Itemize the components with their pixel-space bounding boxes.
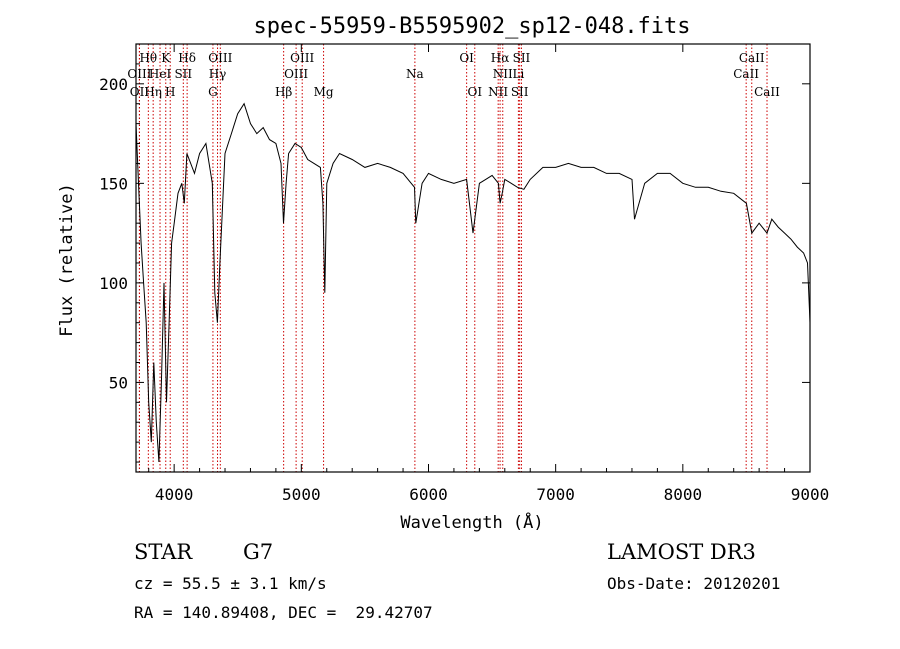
- line-markers: [138, 44, 768, 472]
- line-marker-label-15: Mg: [314, 85, 334, 99]
- y-tick-label-1: 100: [99, 274, 128, 293]
- y-tick-label-2: 150: [99, 174, 128, 193]
- line-marker-label-0: OII: [130, 85, 150, 99]
- x-axis-label: Wavelength (Å): [400, 511, 543, 533]
- y-axis-ticks: 50 100 150 200: [99, 63, 810, 463]
- line-marker-label-24: SII: [511, 85, 529, 99]
- line-marker-label-3: Hη: [144, 85, 162, 99]
- line-marker-label-18: OI: [467, 85, 482, 99]
- line-marker-label-10: Hγ: [209, 67, 227, 81]
- line-marker-label-26: CaII: [733, 67, 759, 81]
- spectrum-line: [135, 102, 811, 463]
- cz-line: cz = 55.5 ± 3.1 km/s: [134, 574, 327, 593]
- line-marker-label-4: HeI: [149, 67, 172, 81]
- x-tick-label-4: 8000: [664, 485, 703, 504]
- chart-title: spec-55959-B5595902_sp12-048.fits: [253, 14, 690, 39]
- line-marker-label-1: OIII: [127, 67, 151, 81]
- y-tick-label-0: 50: [109, 373, 128, 392]
- line-marker-label-17: OI: [459, 51, 474, 65]
- line-marker-label-19: Hα: [491, 51, 510, 65]
- line-marker-label-9: OIII: [208, 51, 232, 65]
- line-marker-label-25: CaII: [739, 51, 765, 65]
- line-marker-label-13: OIII: [290, 51, 314, 65]
- line-marker-label-22: SII: [513, 51, 531, 65]
- line-marker-label-16: Na: [406, 67, 424, 81]
- x-axis-ticks: 4000 5000 6000 7000 8000 9000: [148, 44, 830, 504]
- x-tick-label-0: 4000: [155, 485, 194, 504]
- line-marker-label-8: Hδ: [178, 51, 196, 65]
- x-tick-label-5: 9000: [791, 485, 830, 504]
- line-marker-label-27: CaII: [754, 85, 780, 99]
- line-marker-label-6: SII: [174, 67, 192, 81]
- plot-frame: [135, 43, 811, 473]
- line-marker-label-20: NII: [493, 67, 513, 81]
- line-marker-label-5: K: [161, 51, 171, 65]
- x-tick-label-1: 5000: [282, 485, 321, 504]
- line-marker-label-23: Li: [512, 67, 524, 81]
- line-marker-label-2: Hθ: [139, 51, 157, 65]
- y-axis-label: Flux (relative): [57, 183, 77, 337]
- line-marker-label-12: Hβ: [275, 85, 292, 99]
- line-marker-label-11: G: [208, 85, 218, 99]
- y-tick-label-3: 200: [99, 75, 128, 94]
- obs-date-line: Obs-Date: 20120201: [607, 574, 781, 593]
- line-marker-label-14: OIII: [284, 67, 308, 81]
- subclass-label: G7: [243, 540, 274, 564]
- x-tick-label-2: 6000: [409, 485, 448, 504]
- line-marker-label-7: H: [165, 85, 175, 99]
- class-label: STAR: [134, 540, 193, 564]
- x-tick-label-3: 7000: [536, 485, 575, 504]
- survey-label: LAMOST DR3: [607, 540, 756, 564]
- line-marker-label-21: NII: [488, 85, 508, 99]
- radec-line: RA = 140.89408, DEC = 29.42707: [134, 603, 433, 622]
